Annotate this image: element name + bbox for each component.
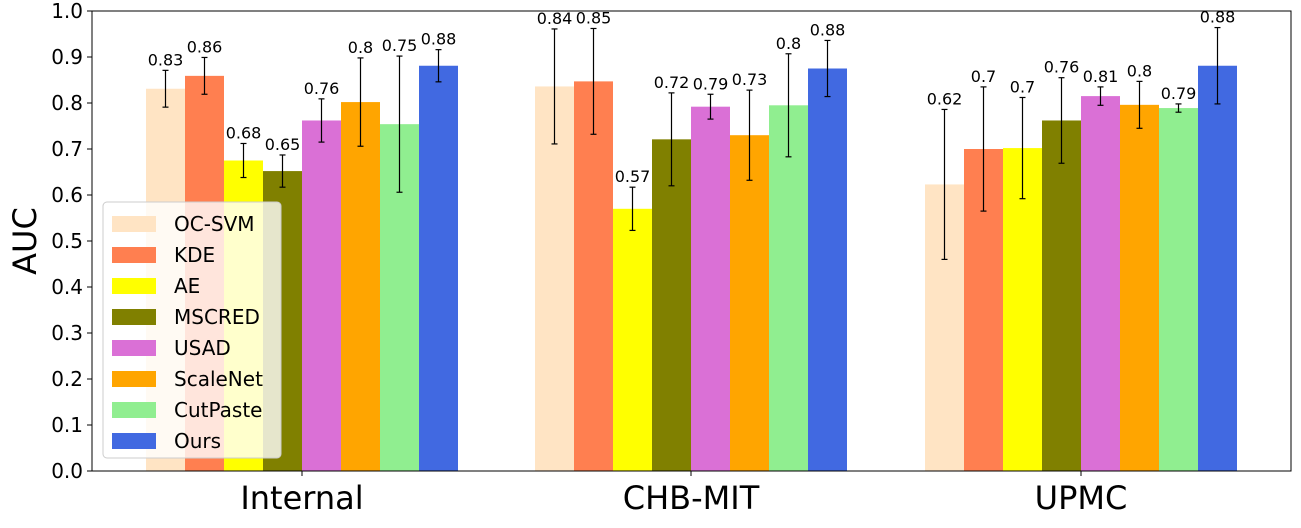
x-tick-label: CHB-MIT: [623, 479, 760, 517]
data-label: 0.88: [1200, 8, 1236, 27]
data-label: 0.85: [576, 8, 612, 27]
bar-scalenet-internal: [341, 102, 380, 471]
data-label: 0.73: [732, 70, 768, 89]
legend-label-cutpaste: CutPaste: [174, 398, 262, 422]
bar-ae-upmc: [1003, 148, 1042, 471]
data-label: 0.79: [1161, 84, 1197, 103]
data-label: 0.72: [654, 73, 690, 92]
y-tick-label: 0.2: [51, 367, 83, 391]
y-tick-label: 0.8: [51, 91, 83, 115]
data-label: 0.7: [1010, 77, 1035, 96]
y-tick-label: 0.4: [51, 275, 83, 299]
y-tick-label: 0.9: [51, 45, 83, 69]
bar-ours-internal: [419, 65, 458, 472]
legend-label-ae: AE: [174, 274, 200, 298]
legend-swatch-oc-svm: [112, 216, 156, 232]
data-label: 0.75: [382, 36, 418, 55]
data-label: 0.81: [1083, 67, 1119, 86]
y-axis-label: AUC: [6, 207, 44, 275]
legend-swatch-ae: [112, 278, 156, 294]
bar-mscred-upmc: [1042, 120, 1081, 471]
bar-kde-chb-mit: [574, 81, 613, 471]
bar-usad-chb-mit: [691, 106, 730, 472]
x-tick-label: UPMC: [1035, 479, 1128, 517]
bar-usad-internal: [302, 120, 341, 471]
bar-ours-upmc: [1198, 65, 1237, 472]
bar-scalenet-chb-mit: [730, 135, 769, 471]
legend-swatch-mscred: [112, 309, 156, 325]
bar-usad-upmc: [1081, 96, 1120, 471]
legend-label-scalenet: ScaleNet: [174, 367, 263, 391]
data-label: 0.88: [421, 30, 457, 49]
legend-box: [102, 201, 282, 459]
bar-oc-svm-chb-mit: [535, 86, 574, 471]
data-label: 0.8: [1127, 61, 1152, 80]
legend-swatch-usad: [112, 340, 156, 356]
bar-cutpaste-upmc: [1159, 108, 1198, 471]
data-label: 0.88: [810, 20, 846, 39]
data-label: 0.76: [1044, 58, 1080, 77]
data-label: 0.68: [226, 123, 262, 142]
legend-label-ours: Ours: [174, 429, 221, 453]
data-label: 0.79: [693, 74, 729, 93]
legend-swatch-ours: [112, 433, 156, 449]
y-tick-label: 1.0: [51, 0, 83, 23]
y-tick-label: 0.0: [51, 459, 83, 483]
y-tick-label: 0.7: [51, 137, 83, 161]
legend-label-kde: KDE: [174, 243, 215, 267]
y-tick-label: 0.5: [51, 229, 83, 253]
legend-label-oc-svm: OC-SVM: [174, 212, 255, 236]
bar-scalenet-upmc: [1120, 104, 1159, 471]
bar-ours-chb-mit: [808, 68, 847, 471]
legend-swatch-kde: [112, 247, 156, 263]
legend-label-usad: USAD: [174, 336, 231, 360]
data-label: 0.65: [265, 135, 301, 154]
legend-swatch-scalenet: [112, 371, 156, 387]
data-label: 0.8: [776, 34, 801, 53]
data-label: 0.8: [348, 38, 373, 57]
data-label: 0.84: [537, 9, 573, 28]
data-label: 0.7: [971, 67, 996, 86]
y-tick-label: 0.3: [51, 321, 83, 345]
bar-ae-chb-mit: [613, 208, 652, 472]
legend-swatch-cutpaste: [112, 402, 156, 418]
data-label: 0.76: [304, 79, 340, 98]
data-label: 0.57: [615, 167, 651, 186]
data-label: 0.86: [187, 37, 223, 56]
bar-cutpaste-chb-mit: [769, 105, 808, 472]
x-tick-label: Internal: [240, 479, 363, 517]
data-label: 0.62: [927, 89, 963, 108]
bar-mscred-chb-mit: [652, 139, 691, 471]
data-label: 0.83: [148, 50, 184, 69]
legend-label-mscred: MSCRED: [174, 305, 260, 329]
y-tick-label: 0.6: [51, 183, 83, 207]
y-tick-label: 0.1: [51, 413, 83, 437]
